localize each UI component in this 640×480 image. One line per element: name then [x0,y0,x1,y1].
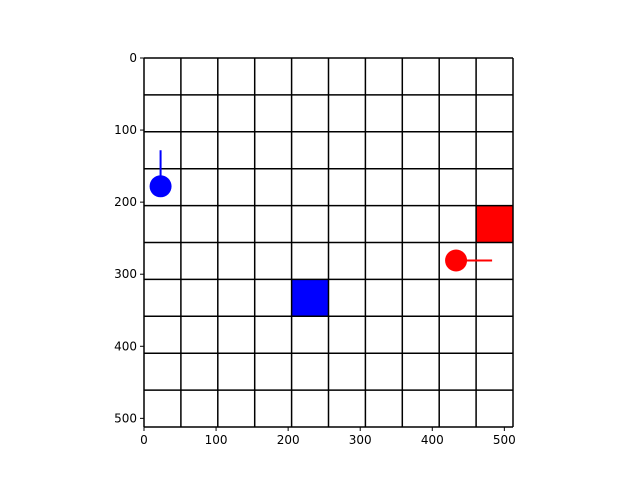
x-tick-label: 300 [349,433,372,447]
x-tick-label: 500 [493,433,516,447]
red-agent-circle [445,249,468,272]
x-tick-label: 200 [277,433,300,447]
y-tick-label: 100 [114,123,137,137]
x-tick-label: 100 [205,433,228,447]
y-axis: 0 100 200 300 400 500 [114,51,144,425]
x-axis: 0 100 200 300 400 500 [140,427,516,447]
y-tick-label: 200 [114,195,137,209]
x-tick-label: 400 [421,433,444,447]
plot-area [143,57,514,428]
y-tick-label: 500 [114,411,137,425]
x-tick-label: 0 [140,433,148,447]
red-goal-square [476,205,513,243]
blue-agent-circle [149,175,172,198]
y-tick-label: 400 [114,339,137,353]
y-tick-label: 300 [114,267,137,281]
blue-goal-square [291,279,329,317]
y-tick-label: 0 [129,51,137,65]
